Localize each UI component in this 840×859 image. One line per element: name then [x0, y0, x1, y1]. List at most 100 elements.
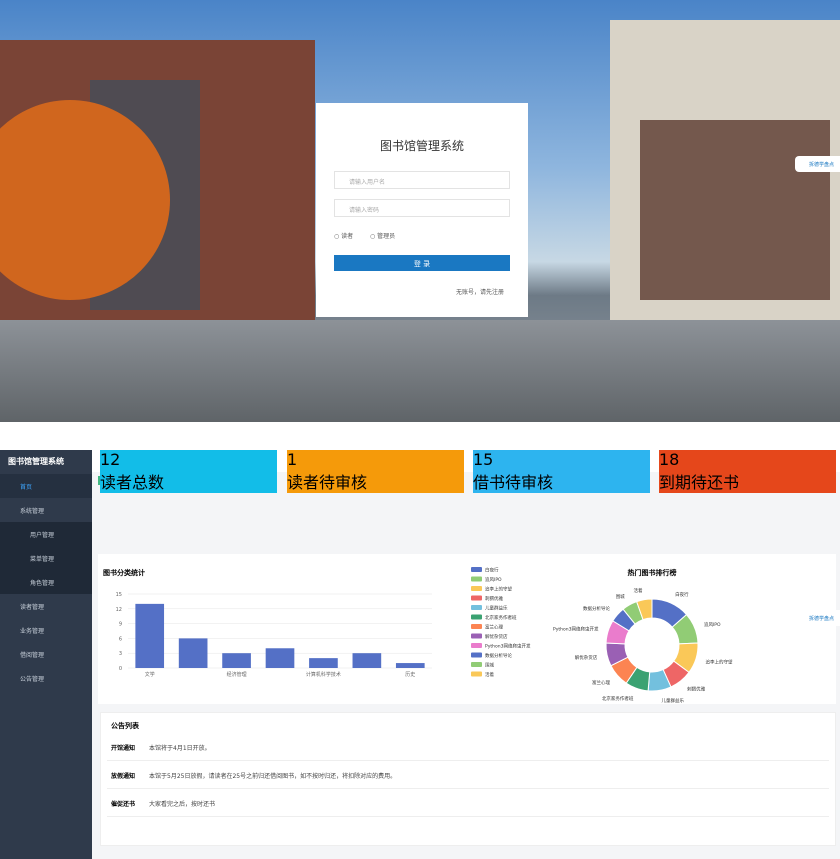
legend-label: 北京家务作者班 — [485, 614, 517, 621]
password-input[interactable]: 请输入密码 — [334, 199, 510, 217]
chart-title: 图书分类统计 — [103, 568, 145, 577]
hero-background — [0, 0, 840, 422]
menu-item[interactable]: 首页 — [0, 474, 92, 498]
legend-swatch — [471, 662, 482, 667]
legend-label: 白夜行 — [485, 567, 499, 574]
legend-label: 追风IPO — [485, 576, 502, 583]
register-link[interactable]: 无账号，请先注册 — [455, 289, 504, 296]
legend-swatch — [471, 671, 482, 677]
legend-label: 活着 — [485, 671, 494, 678]
slice-label: 追李上的守望 — [706, 658, 733, 665]
stat-card: 12 读者总数 — [100, 450, 277, 493]
notice-panel: 公告列表 开馆通知 本馆将于4月1日开放。放假通知 本馆于5月25日放假，请读者在2… — [100, 712, 836, 846]
divider — [107, 816, 829, 817]
role-label: 读者 — [341, 233, 354, 240]
legend-swatch — [471, 624, 482, 629]
sidebar-title: 图书馆管理系统 — [8, 457, 64, 466]
legend-swatch — [471, 633, 482, 639]
bar — [178, 638, 208, 668]
chart-title: 热门图书排行榜 — [628, 568, 677, 577]
x-tick-label: 历史 — [405, 671, 415, 678]
plaza — [0, 320, 840, 422]
stat-card: 1 读者待审核 — [287, 450, 464, 493]
divider — [107, 760, 829, 761]
notice-type: 催促还书 — [111, 801, 136, 808]
legend-swatch — [471, 614, 482, 620]
legend-label: 解忧杂货店 — [485, 633, 508, 640]
username-input[interactable]: 请输入用户名 — [334, 171, 510, 189]
legend-label: 追李上的守望 — [485, 586, 512, 593]
sidebar: 图书馆管理系统 首页系统管理用户管理 菜单管理 角色管理读者管理业务管理借阅管理公告… — [0, 450, 92, 859]
stat-label: 借书待审核 — [473, 473, 554, 492]
stat-value: 18 — [659, 450, 680, 469]
submenu-item[interactable]: 角色管理 — [0, 570, 92, 594]
facade — [640, 120, 830, 300]
legend-label: 富兰心理 — [485, 624, 503, 631]
slice-label: 儿童群益乐 — [661, 697, 684, 704]
bar — [395, 663, 425, 668]
menu-item[interactable]: 借阅管理 — [20, 652, 45, 659]
stat-card: 18 到期待还书 — [659, 450, 836, 493]
slice-label: 围城 — [616, 593, 625, 600]
stat-label: 到期待还书 — [659, 473, 740, 492]
legend-label: 刺猬优雅 — [485, 595, 503, 602]
bar — [135, 603, 165, 668]
floating-badge[interactable]: 拆德学盘点 — [795, 156, 840, 172]
bar — [222, 653, 251, 668]
notice-content: 本馆将于4月1日开放。 — [149, 745, 211, 752]
menu-item[interactable]: 公告管理 — [20, 676, 45, 683]
slice-label: 富兰心理 — [592, 679, 610, 686]
notice-type: 开馆通知 — [111, 745, 136, 752]
x-tick-label: 经济管理 — [227, 671, 247, 678]
notice-title: 公告列表 — [111, 722, 139, 730]
stat-label: 读者待审核 — [287, 473, 368, 492]
legend-swatch — [471, 576, 482, 582]
legend-label: 围城 — [485, 662, 494, 669]
login-card: 图书馆管理系统 请输入用户名 请输入密码 ○ 读者 ○ 管理员 登 录 无账号，… — [316, 103, 528, 317]
menu-item[interactable]: 系统管理 — [20, 508, 45, 515]
y-tick-label: 15 — [116, 592, 122, 598]
bar — [265, 648, 295, 668]
floating-badge[interactable]: 拆德学盘点 — [795, 610, 840, 626]
role-reader[interactable]: ○ 读者 — [334, 233, 354, 240]
slice-label: 白夜行 — [675, 591, 689, 598]
slice-label: 数据分析导论 — [583, 605, 610, 612]
bar — [309, 658, 338, 668]
legend-swatch — [471, 643, 482, 648]
login-button[interactable]: 登 录 — [334, 255, 510, 271]
menu-item[interactable]: 业务管理 — [20, 628, 45, 635]
login-title: 图书馆管理系统 — [379, 139, 464, 153]
submenu-item[interactable]: 菜单管理 — [0, 546, 92, 570]
notice-type: 放假通知 — [111, 773, 136, 780]
y-tick-label: 9 — [119, 622, 122, 628]
slice-label: 活着 — [634, 587, 643, 594]
notice-content: 本馆于5月25日放假，请读者在25号之前归还借阅图书，如不按时归还，将扣除对应的… — [149, 773, 397, 780]
stat-value: 12 — [100, 450, 121, 469]
divider — [107, 788, 829, 789]
chart-panel — [98, 554, 836, 704]
legend-swatch — [471, 652, 482, 658]
dashboard: 图书馆管理系统 首页系统管理用户管理 菜单管理 角色管理读者管理业务管理借阅管理公告… — [0, 450, 840, 859]
legend-label: 数据分析导论 — [485, 652, 512, 659]
legend-swatch — [471, 605, 482, 610]
role-label: 管理员 — [377, 233, 396, 240]
stat-card: 15 借书待审核 — [473, 450, 650, 493]
slice-label: 刺猬优雅 — [687, 686, 705, 693]
x-tick-label: 计算机科学技术 — [306, 671, 341, 678]
slice-label: 北京家务作者班 — [602, 695, 634, 702]
legend-swatch — [471, 595, 482, 601]
slice-label: 解忧杂货店 — [575, 654, 598, 661]
notice-content: 大家看完之后，按时还书 — [149, 801, 216, 808]
pie-slice — [636, 598, 653, 621]
stat-value: 15 — [473, 450, 494, 469]
submenu-item[interactable]: 用户管理 — [0, 522, 92, 546]
menu-item[interactable]: 读者管理 — [20, 604, 45, 611]
bar — [352, 653, 382, 668]
y-tick-label: 3 — [119, 651, 122, 657]
y-tick-label: 12 — [116, 607, 122, 613]
x-tick-label: 文学 — [145, 671, 155, 678]
role-admin[interactable]: ○ 管理员 — [370, 233, 396, 240]
slice-label: Python3网络爬虫开发 — [553, 626, 599, 633]
